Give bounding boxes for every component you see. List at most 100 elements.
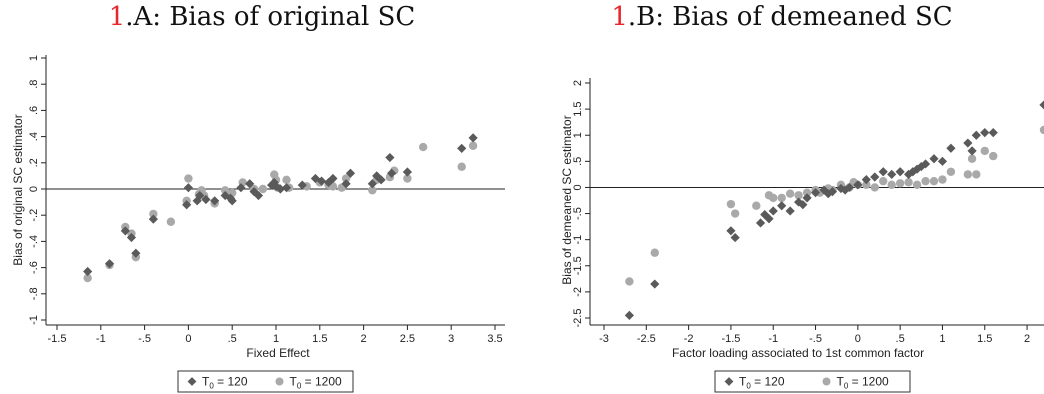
legend-label: T0 = 1200: [837, 375, 889, 391]
y-tick-label: -.5: [572, 207, 584, 220]
data-point-circle: [963, 170, 973, 179]
x-tick-label: -1: [768, 333, 778, 345]
data-point-diamond: [376, 175, 386, 185]
y-tick-label: .8: [28, 80, 40, 89]
data-point-diamond: [253, 190, 264, 201]
data-point-circle: [870, 183, 879, 192]
legend-marker-circle: [275, 377, 284, 386]
legend-label: T0 = 1200: [290, 375, 342, 391]
data-point-circle: [912, 180, 922, 190]
data-point-diamond: [249, 187, 259, 197]
data-point-diamond: [385, 152, 395, 163]
y-tick-label: -1.5: [572, 256, 584, 275]
x-tick-label: -.5: [138, 333, 151, 345]
y-tick-label: 1.5: [572, 101, 584, 116]
data-point-diamond: [777, 201, 787, 211]
data-point-diamond: [794, 197, 804, 207]
x-tick-label: 1: [939, 333, 945, 345]
y-tick-label: .6: [28, 106, 40, 115]
data-point-diamond: [802, 193, 812, 203]
data-point-circle: [879, 176, 888, 186]
data-point-diamond: [345, 168, 356, 178]
data-point-diamond: [387, 168, 397, 178]
x-tick-label: -.5: [809, 333, 822, 345]
y-axis-label: Bias of demeaned SC estimator: [560, 115, 574, 284]
legend-marker-circle: [822, 377, 831, 386]
data-point-diamond: [328, 173, 338, 184]
data-point-circle: [468, 141, 478, 150]
data-point-circle: [980, 146, 989, 156]
data-point-diamond: [275, 184, 285, 194]
y-tick-label: .2: [28, 158, 40, 167]
data-point-circle: [282, 175, 291, 185]
data-point-diamond: [104, 259, 115, 269]
data-point-diamond: [971, 130, 981, 140]
data-point-diamond: [853, 180, 863, 190]
x-tick-label: 2: [1024, 333, 1030, 345]
y-tick-label: 0: [572, 184, 584, 190]
data-point-diamond: [726, 226, 736, 236]
data-point-circle: [802, 188, 812, 197]
data-point-diamond: [980, 128, 990, 138]
x-tick-label: -2.5: [637, 333, 656, 345]
data-point-circle: [149, 209, 158, 219]
panel-a: -1.5 -1 -.5 0 .5 1 1.5 2 2.5 3 3.5 -1 -.8 -.6 -.4 -.2 0.…: [11, 55, 505, 393]
data-point-circle: [862, 180, 871, 190]
legend: T0 = 120 T0 = 1200: [177, 370, 354, 393]
x-axis-label: Fixed Effect: [246, 346, 310, 360]
data-point-circle: [166, 217, 176, 226]
panel-a-title: 1.A: Bias of original SC: [109, 2, 416, 32]
data-point-diamond: [126, 232, 137, 243]
y-tick-label: -.8: [28, 287, 40, 300]
data-point-diamond: [650, 279, 660, 289]
data-point-diamond: [929, 154, 939, 164]
data-point-diamond: [764, 214, 774, 224]
data-point-circle: [625, 277, 634, 286]
data-point-circle: [368, 186, 377, 195]
x-tick-label: -3: [599, 333, 609, 345]
data-point-diamond: [227, 196, 237, 206]
data-point-diamond: [937, 156, 948, 166]
y-tick-label: -2.5: [572, 309, 584, 328]
data-point-diamond: [844, 182, 854, 193]
data-point-diamond: [182, 200, 192, 210]
x-tick-label: 0: [855, 333, 861, 345]
data-point-circle: [794, 191, 803, 200]
data-point-diamond: [967, 146, 977, 156]
data-point-diamond: [827, 187, 838, 197]
x-tick-label: .5: [896, 333, 905, 345]
x-tick-label: .5: [228, 333, 237, 345]
y-tick-label: .5: [572, 157, 584, 166]
data-point-diamond: [183, 183, 193, 193]
data-point-diamond: [963, 138, 973, 148]
panel-b: -3 -2.5 -2 -1.5 -1 -.5 0.5 1 1.5 2-2.5-2-1.5-1-.5…: [560, 78, 1044, 393]
data-point-circle: [341, 174, 351, 183]
data-point-diamond: [367, 179, 377, 189]
x-tick-label: 0: [185, 333, 191, 345]
data-point-circle: [457, 162, 466, 171]
panel-b-title-text: .B: Bias of demeaned SC: [627, 2, 953, 32]
data-point-diamond: [201, 194, 211, 205]
data-point-diamond: [624, 310, 634, 320]
y-tick-label: -1: [28, 315, 40, 325]
x-tick-label: -1: [96, 333, 106, 345]
data-point-diamond: [402, 167, 412, 177]
x-tick-label: 2.5: [400, 333, 415, 345]
data-point-diamond: [236, 183, 246, 193]
data-point-circle: [929, 176, 939, 186]
data-point-diamond: [904, 169, 914, 179]
x-tick-label: -1.5: [48, 333, 67, 345]
data-point-circle: [258, 184, 268, 194]
data-point-diamond: [730, 232, 740, 243]
x-tick-label: 1: [273, 333, 279, 345]
legend-label: T0 = 120: [739, 375, 785, 391]
data-point-circle: [972, 170, 981, 179]
panel-b-title: 1.B: Bias of demeaned SC: [611, 2, 952, 32]
data-point-diamond: [1039, 100, 1044, 110]
data-point-circle: [921, 176, 930, 186]
data-point-circle: [946, 167, 956, 176]
x-tick-label: 1.5: [312, 333, 327, 345]
legend-marker-diamond: [187, 377, 197, 386]
data-point-diamond: [83, 266, 93, 277]
data-point-circle: [895, 179, 905, 188]
